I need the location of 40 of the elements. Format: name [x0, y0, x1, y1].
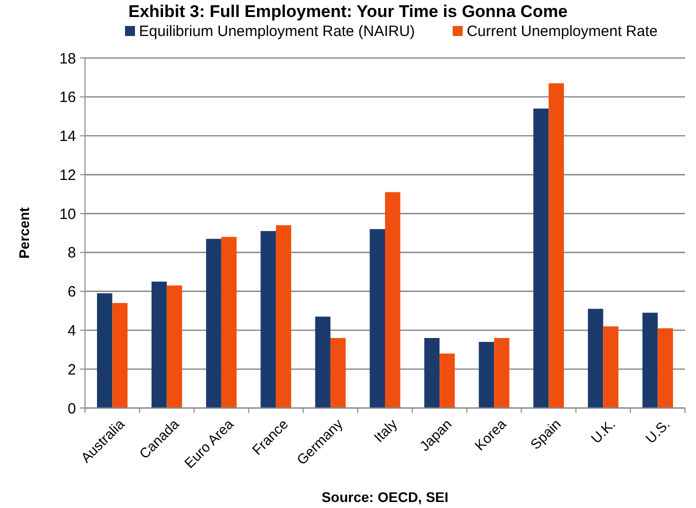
bar — [112, 303, 128, 408]
y-tick-label: 10 — [59, 206, 76, 223]
y-tick-label: 4 — [68, 322, 76, 340]
bar — [603, 326, 618, 408]
bar — [533, 108, 549, 408]
bar — [588, 308, 604, 408]
source-note: Source: OECD, SEI — [322, 489, 448, 505]
y-tick-label: 0 — [68, 400, 76, 418]
y-tick-label: 14 — [59, 128, 76, 146]
bar — [370, 229, 385, 408]
bar — [206, 238, 222, 408]
y-tick-label: 2 — [68, 361, 76, 378]
bar — [424, 338, 440, 408]
bar — [440, 354, 455, 408]
bar — [658, 328, 673, 408]
bar — [276, 225, 292, 408]
bar — [385, 192, 400, 408]
bar — [166, 286, 182, 408]
legend-label: Current Unemployment Rate — [466, 23, 658, 40]
bar — [478, 342, 494, 408]
y-axis-title: Percent — [16, 206, 32, 259]
bar — [642, 312, 658, 408]
y-tick-label: 6 — [68, 284, 76, 301]
y-tick-label: 8 — [68, 244, 76, 262]
bar — [548, 83, 564, 408]
bar — [97, 293, 112, 408]
x-tick-label: Italy — [370, 416, 400, 446]
bar — [260, 231, 276, 408]
x-tick-label: U.S. — [642, 416, 673, 446]
bar — [330, 338, 346, 408]
chart-title: Exhibit 3: Full Employment: Your Time is Gonna Come — [128, 2, 568, 21]
bar — [315, 316, 330, 408]
bar — [221, 236, 237, 408]
bar — [152, 282, 167, 408]
x-tick-label: U.K. — [588, 416, 618, 446]
y-tick-label: 12 — [59, 166, 76, 184]
y-tick-label: 16 — [59, 89, 76, 106]
y-tick-label: 18 — [59, 50, 76, 68]
legend-label: Equilibrium Unemployment Rate (NAIRU) — [139, 23, 415, 40]
bar — [494, 338, 510, 408]
